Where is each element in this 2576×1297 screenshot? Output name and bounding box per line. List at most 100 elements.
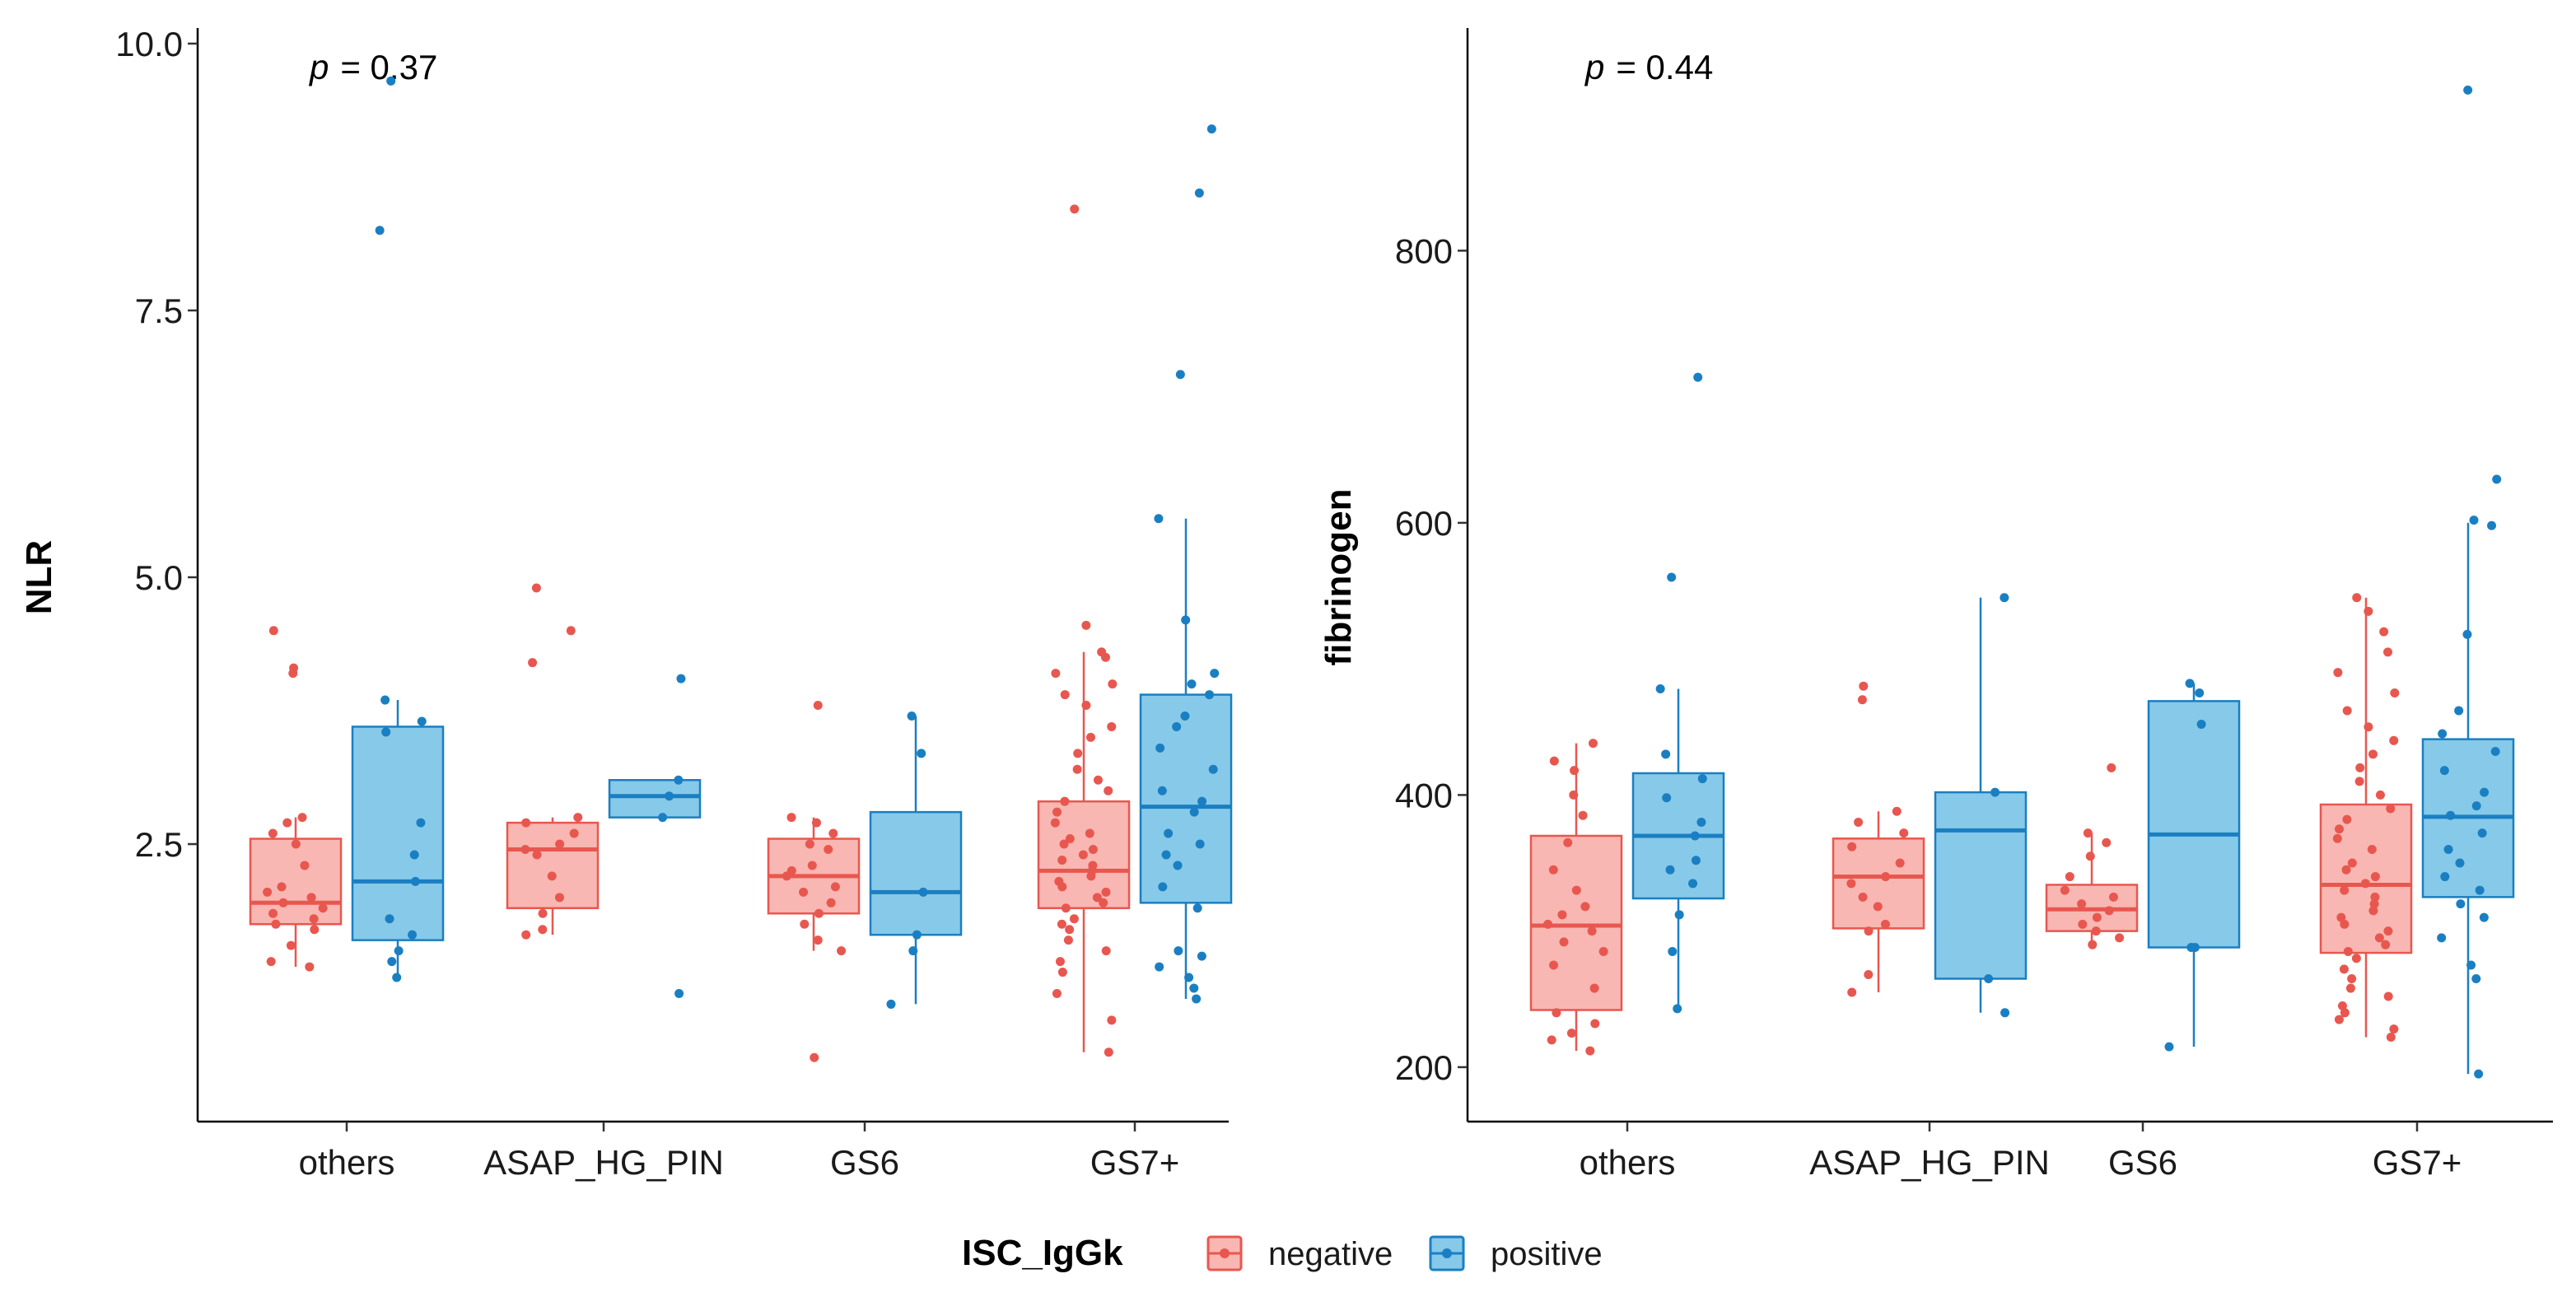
- data-point: [1549, 756, 1559, 766]
- data-point: [1088, 845, 1098, 854]
- data-point: [282, 818, 292, 828]
- data-point: [555, 839, 565, 849]
- y-tick-label: 200: [1395, 1048, 1453, 1087]
- data-point: [1847, 842, 1857, 851]
- data-point: [286, 940, 296, 950]
- data-point: [2463, 85, 2473, 95]
- data-point: [1854, 817, 1864, 827]
- data-point: [2102, 837, 2112, 847]
- data-point: [1107, 1015, 1117, 1025]
- data-point: [917, 749, 926, 758]
- box-negative-ASAP_HG_PIN: [506, 583, 600, 940]
- data-point: [908, 946, 918, 956]
- data-point: [1192, 903, 1202, 913]
- data-point: [2340, 885, 2350, 895]
- data-point: [1057, 968, 1067, 977]
- data-point: [1589, 983, 1599, 993]
- data-point: [277, 882, 287, 892]
- data-point: [912, 930, 922, 940]
- data-point: [1157, 786, 1167, 795]
- data-point: [676, 674, 686, 683]
- box-negative-others: [249, 626, 343, 972]
- data-point: [1990, 787, 2000, 797]
- iqr-box: [249, 837, 343, 926]
- data-point: [2000, 593, 2009, 603]
- data-point: [1104, 786, 1113, 795]
- data-point: [1864, 970, 1874, 980]
- x-tick-label: others: [1580, 1143, 1676, 1182]
- data-point: [2354, 777, 2364, 786]
- x-tick-label: GS6: [2108, 1143, 2177, 1182]
- data-point: [297, 813, 307, 823]
- data-point: [2381, 940, 2391, 949]
- data-point: [2088, 940, 2098, 949]
- data-point: [1661, 749, 1671, 759]
- data-point: [318, 903, 328, 913]
- iqr-box: [506, 821, 600, 910]
- data-point: [1693, 372, 1703, 382]
- data-point: [521, 818, 531, 828]
- data-point: [805, 839, 814, 849]
- y-tick-label: 7.5: [135, 292, 183, 330]
- y-tick-label: 2.5: [135, 825, 183, 864]
- data-point: [1069, 914, 1079, 924]
- data-point: [2195, 688, 2205, 697]
- data-point: [2060, 885, 2070, 895]
- data-point: [2190, 942, 2200, 952]
- data-point: [2336, 912, 2346, 922]
- data-point: [1690, 831, 1700, 841]
- data-point: [1668, 946, 1678, 956]
- legend-key-positive-point: [1442, 1248, 1452, 1258]
- iqr-box: [2319, 803, 2413, 954]
- data-point: [1206, 124, 1216, 134]
- y-tick-label: 400: [1395, 776, 1453, 814]
- legend-label-positive: positive: [1491, 1236, 1603, 1272]
- data-point: [531, 583, 541, 593]
- data-point: [2085, 851, 2095, 861]
- data-point: [2479, 912, 2489, 922]
- data-point: [1180, 711, 1190, 721]
- data-point: [1054, 876, 1064, 886]
- data-point: [918, 887, 928, 897]
- data-point: [813, 935, 823, 945]
- data-point: [2342, 706, 2352, 716]
- data-point: [2383, 926, 2393, 936]
- data-point: [1065, 834, 1075, 844]
- box-negative-GS7+: [2319, 593, 2413, 1043]
- fibrinogen-panel: 200 400 600 800 others ASAP_HG_PIN GS6 GS7+ fibr…: [1318, 28, 2553, 1182]
- x-tick-label: others: [299, 1143, 395, 1182]
- data-point: [2456, 899, 2466, 909]
- data-point: [2340, 919, 2350, 929]
- data-point: [1859, 681, 1869, 691]
- box-positive-ASAP_HG_PIN: [608, 674, 702, 998]
- data-point: [278, 898, 288, 907]
- data-point: [2334, 1015, 2344, 1024]
- y-tick-label: 800: [1395, 231, 1453, 270]
- data-point: [2437, 933, 2447, 943]
- data-point: [2360, 879, 2370, 889]
- data-point: [2487, 520, 2497, 530]
- data-point: [1181, 615, 1191, 625]
- data-point: [1598, 946, 1608, 956]
- data-point: [417, 716, 427, 726]
- data-point: [658, 813, 668, 823]
- data-point: [1092, 893, 1102, 903]
- iqr-box: [869, 810, 963, 936]
- data-point: [2462, 629, 2472, 639]
- box-positive-GS6: [869, 711, 963, 1009]
- data-point: [1543, 919, 1553, 929]
- data-point: [2471, 973, 2481, 983]
- data-point: [2369, 899, 2379, 909]
- data-point: [2334, 824, 2344, 834]
- data-point: [381, 727, 391, 737]
- x-tick-label: GS7+: [2373, 1143, 2462, 1182]
- data-point: [1563, 837, 1573, 847]
- data-point: [1655, 684, 1665, 694]
- data-point: [2083, 828, 2093, 838]
- data-point: [2368, 906, 2378, 916]
- data-point: [1088, 861, 1098, 870]
- data-point: [268, 626, 278, 636]
- data-point: [1847, 987, 1857, 997]
- data-point: [1662, 793, 1672, 803]
- data-point: [2370, 892, 2380, 902]
